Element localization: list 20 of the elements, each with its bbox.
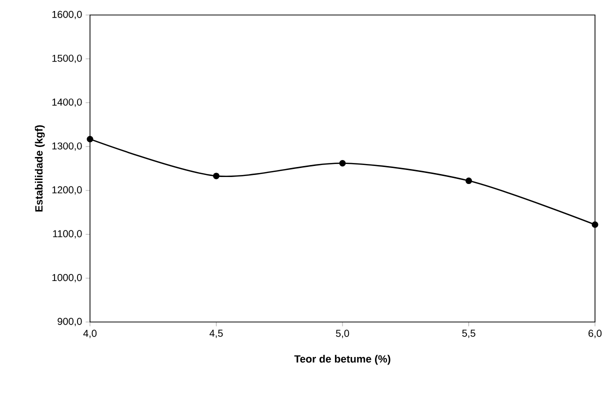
point [592, 221, 598, 228]
y-tick-label: 900,0 [58, 318, 82, 326]
y-axis-title: Estabilidade (kgf) [34, 125, 45, 212]
point [213, 172, 220, 180]
point [86, 136, 94, 142]
y-tick-label: 1200,0 [52, 186, 82, 195]
x-tick-label: 4,0 [83, 330, 97, 338]
x-tick-label: 5,0 [336, 330, 350, 338]
y-tick-label: 1500,0 [52, 54, 82, 63]
y-tick-label: 1300,0 [52, 142, 82, 151]
x-tick-label: 6,0 [588, 330, 602, 338]
y-tick-label: 1100,0 [53, 230, 82, 238]
y-tick-label: 1600,0 [52, 10, 82, 20]
x-tick-label: 4,5 [210, 330, 223, 338]
x-axis-title: Teor de betume (%) [294, 354, 390, 365]
point [466, 178, 472, 184]
y-tick-label: 1000,0 [52, 274, 82, 282]
y-tick-label: 1400,0 [52, 98, 82, 107]
point [339, 160, 346, 166]
x-tick-label: 5,5 [462, 330, 476, 338]
